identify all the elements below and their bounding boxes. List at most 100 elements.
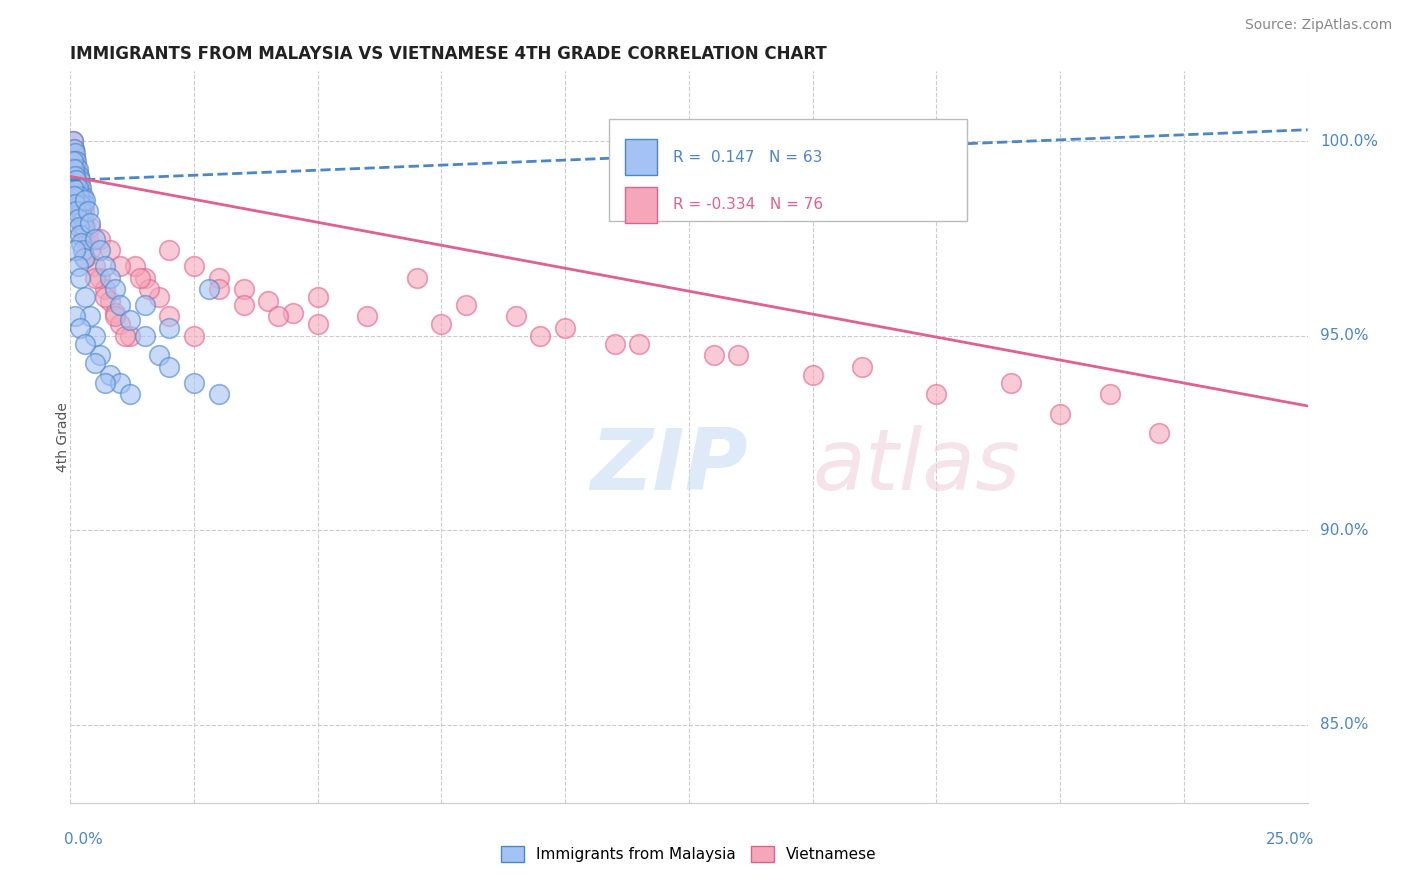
Point [65, 169, 87, 184]
Point [1147, 426, 1170, 441]
Point [307, 318, 329, 332]
Point [232, 282, 254, 296]
Point [62, 135, 84, 149]
Point [70, 216, 93, 230]
Point [67, 173, 90, 187]
Point [75, 193, 97, 207]
Point [65, 146, 87, 161]
Point [84, 356, 107, 370]
Point [851, 359, 873, 374]
Point [108, 376, 131, 390]
Point [98, 244, 121, 258]
Point [356, 310, 378, 324]
Point [62, 161, 84, 176]
Point [98, 270, 121, 285]
Point [94, 290, 117, 304]
Point [73, 232, 96, 246]
Point [73, 204, 96, 219]
Point [505, 310, 527, 324]
Point [801, 368, 824, 382]
Point [84, 270, 107, 285]
Point [456, 298, 478, 312]
Point [405, 270, 427, 285]
Point [148, 348, 170, 362]
Text: Source: ZipAtlas.com: Source: ZipAtlas.com [1244, 18, 1392, 32]
Point [84, 232, 107, 246]
Point [69, 196, 91, 211]
Point [70, 235, 93, 250]
Point [67, 169, 90, 184]
Point [267, 310, 290, 324]
Point [73, 196, 96, 211]
Point [89, 270, 111, 285]
Point [73, 219, 96, 234]
Point [75, 219, 97, 234]
Point [66, 212, 89, 227]
Point [98, 293, 121, 308]
Point [63, 189, 86, 203]
Point [63, 169, 86, 184]
Point [94, 282, 117, 296]
Point [183, 329, 205, 343]
Point [118, 387, 141, 401]
Point [72, 212, 94, 227]
Point [114, 329, 136, 343]
Point [529, 329, 551, 343]
Point [307, 290, 329, 304]
Point [257, 293, 280, 308]
Point [727, 348, 749, 362]
Point [79, 219, 101, 234]
Point [104, 305, 127, 319]
Point [65, 150, 87, 164]
Point [63, 142, 86, 156]
Point [69, 321, 91, 335]
Point [72, 244, 94, 258]
Point [157, 244, 180, 258]
Point [94, 259, 117, 273]
Point [67, 189, 90, 203]
Point [65, 153, 87, 168]
Point [63, 161, 86, 176]
Point [65, 310, 87, 324]
Point [134, 270, 156, 285]
Point [89, 348, 111, 362]
Point [703, 348, 725, 362]
Text: 85.0%: 85.0% [1320, 717, 1368, 732]
Point [66, 181, 89, 195]
Y-axis label: 4th Grade: 4th Grade [56, 402, 70, 472]
Point [62, 153, 84, 168]
FancyBboxPatch shape [624, 187, 657, 223]
Point [104, 282, 127, 296]
Point [69, 227, 91, 242]
Point [108, 318, 131, 332]
Point [281, 305, 304, 319]
Point [208, 270, 231, 285]
Point [63, 142, 86, 156]
Text: IMMIGRANTS FROM MALAYSIA VS VIETNAMESE 4TH GRADE CORRELATION CHART: IMMIGRANTS FROM MALAYSIA VS VIETNAMESE 4… [70, 45, 827, 62]
Point [62, 135, 84, 149]
Point [79, 244, 101, 258]
Point [69, 208, 91, 222]
Point [75, 290, 97, 304]
Point [66, 259, 89, 273]
Point [84, 259, 107, 273]
Point [925, 387, 948, 401]
Point [138, 282, 160, 296]
FancyBboxPatch shape [609, 119, 967, 221]
Point [134, 298, 156, 312]
Point [66, 165, 89, 179]
Point [65, 244, 87, 258]
Point [66, 161, 89, 176]
Point [554, 321, 576, 335]
Point [232, 298, 254, 312]
Point [124, 259, 146, 273]
Point [89, 232, 111, 246]
Point [157, 321, 180, 335]
Point [66, 193, 89, 207]
Text: R =  0.147   N = 63: R = 0.147 N = 63 [673, 150, 823, 165]
Point [69, 173, 91, 187]
Point [628, 336, 651, 351]
Point [157, 359, 180, 374]
Text: atlas: atlas [813, 425, 1021, 508]
Text: 95.0%: 95.0% [1320, 328, 1368, 343]
